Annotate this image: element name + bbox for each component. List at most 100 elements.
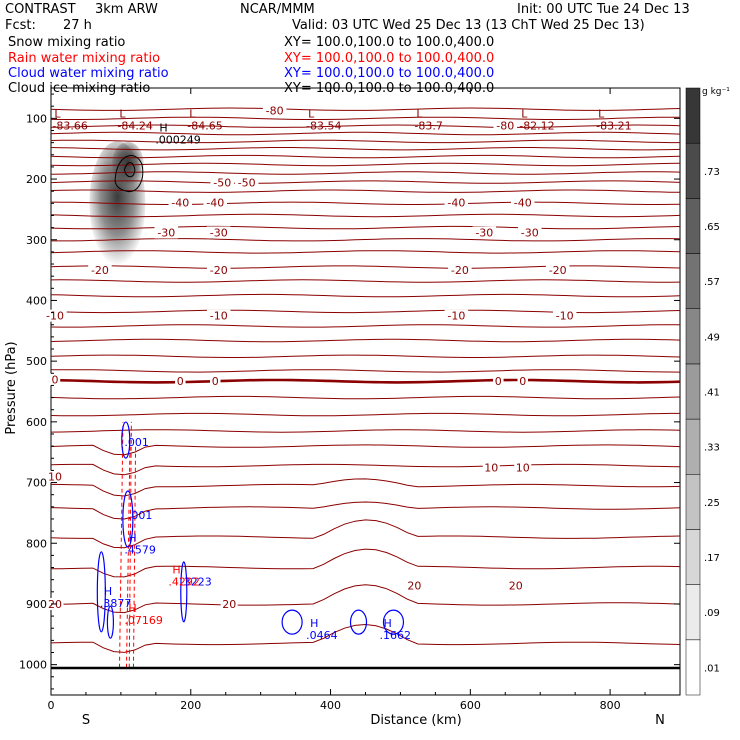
contour-label-bg [209, 375, 221, 388]
model-name: CONTRAST [5, 2, 76, 17]
x-tick-label: 400 [320, 699, 341, 712]
contour-label: 0 [495, 375, 502, 388]
contour-label: -20 [91, 264, 109, 277]
temperature-contour [50, 429, 681, 433]
cloud-water-contour [382, 609, 405, 635]
snow-max-marker: H [159, 122, 167, 135]
organization: NCAR/MMM [240, 2, 315, 17]
temperature-contour [50, 124, 681, 128]
contour-label: -10 [556, 310, 574, 323]
cloud-water-contour [281, 609, 303, 635]
temperature-contours [50, 107, 681, 653]
cloud-water-contour [121, 421, 131, 459]
temperature-contour [50, 180, 681, 184]
cloud-ice-contour [114, 155, 144, 193]
contour-label: -30 [475, 226, 493, 239]
temperature-contour [50, 444, 681, 456]
colorbar-tick-label: .57 [704, 277, 720, 288]
temperature-contour [50, 412, 680, 417]
temperature-contour [50, 171, 681, 175]
colorbar-segment [685, 253, 701, 309]
temperature-contour [50, 131, 681, 136]
temperature-contour [50, 225, 681, 230]
y-tick-label: 100 [26, 112, 47, 125]
contour-label-bg [545, 264, 570, 277]
contour-label: -10 [46, 310, 64, 323]
temperature-contour [50, 250, 681, 254]
cloud-water-value: .001 [128, 509, 153, 522]
temperature-contour [50, 378, 681, 384]
temperature-contour [50, 139, 680, 144]
contour-label-bg [49, 373, 61, 386]
x-axis-end-left: S [82, 713, 90, 728]
cloud-water-value: .4579 [124, 544, 156, 557]
y-tick-label: 800 [26, 537, 47, 550]
cloud-water-value: .3223 [180, 576, 212, 589]
cloud-ice-contour [123, 162, 136, 178]
contour-label-bg [472, 226, 497, 239]
cloud-water-max-marker: H [310, 617, 318, 630]
contour-label: -50 [238, 177, 256, 190]
temperature-contour [50, 201, 681, 205]
y-tick-label: 200 [26, 173, 47, 186]
low-value: -82.12 [519, 120, 554, 133]
temperature-contour [50, 189, 681, 193]
field-label-cloud-water: Cloud water mixing ratio [8, 66, 169, 81]
colorbar-tick-label: .25 [704, 498, 720, 509]
contour-label: -40 [171, 197, 189, 210]
contour-label: 20 [222, 598, 236, 611]
contour-label-bg [234, 176, 259, 189]
contour-label: -20 [451, 264, 469, 277]
colorbar-segment [685, 87, 701, 144]
contour-label: 20 [509, 580, 523, 593]
contour-label: -50 [213, 177, 231, 190]
temperature-contour [50, 293, 681, 298]
x-tick-label: 600 [460, 699, 481, 712]
colorbar-segment [685, 418, 701, 475]
contour-label-bg [203, 196, 227, 209]
low-marker: L [308, 108, 315, 121]
contour-label-bg [206, 309, 231, 322]
contour-label-bg [517, 226, 542, 239]
rain-contour [125, 446, 137, 668]
low-value: -83.21 [596, 120, 631, 133]
contour-label: 0 [52, 373, 59, 386]
contour-label-bg [210, 176, 234, 189]
low-value: -83.7 [414, 120, 442, 133]
temperature-contour [50, 519, 681, 549]
low-value: -84.65 [187, 120, 222, 133]
y-tick-label: 500 [26, 355, 47, 368]
colorbar-tick-label: .01 [704, 663, 720, 674]
contour-label-bg [262, 104, 287, 117]
x-axis-label: Distance (km) [370, 713, 461, 728]
contour-label: -80 [496, 120, 514, 133]
temperature-contour [50, 478, 681, 497]
contour-label: 10 [516, 461, 530, 474]
x-tick-label: 200 [180, 699, 201, 712]
cloud-water-contour [180, 561, 188, 623]
colorbar-tick-label: .33 [704, 443, 720, 454]
field-label-snow: Snow mixing ratio [8, 35, 125, 50]
temperature-contour [50, 463, 681, 476]
snow-max-value: .000249 [155, 134, 201, 147]
cloud-water-contour [96, 551, 106, 633]
contour-label-bg [552, 309, 577, 322]
contour-label-bg [482, 461, 500, 474]
field-legend: Snow mixing ratio XY= 100.0,100.0 to 100… [8, 35, 494, 96]
colorbar-segment [685, 363, 701, 420]
y-tick-label: 900 [26, 598, 47, 611]
contour-label: -40 [206, 197, 224, 210]
temperature-contour [50, 279, 681, 283]
contour-label: -20 [210, 264, 228, 277]
low-marker: L [119, 108, 126, 121]
rain-value: .4292 [168, 576, 200, 589]
temperature-contour [50, 501, 681, 520]
cloud-water-max-marker: H [383, 617, 391, 630]
contour-label-bg [168, 196, 193, 209]
low-value: -83.66 [52, 120, 87, 133]
contour-label: -10 [447, 310, 465, 323]
temperature-contour [50, 107, 681, 111]
contour-label-bg [46, 470, 64, 483]
y-axis-label: Pressure (hPa) [4, 341, 19, 434]
